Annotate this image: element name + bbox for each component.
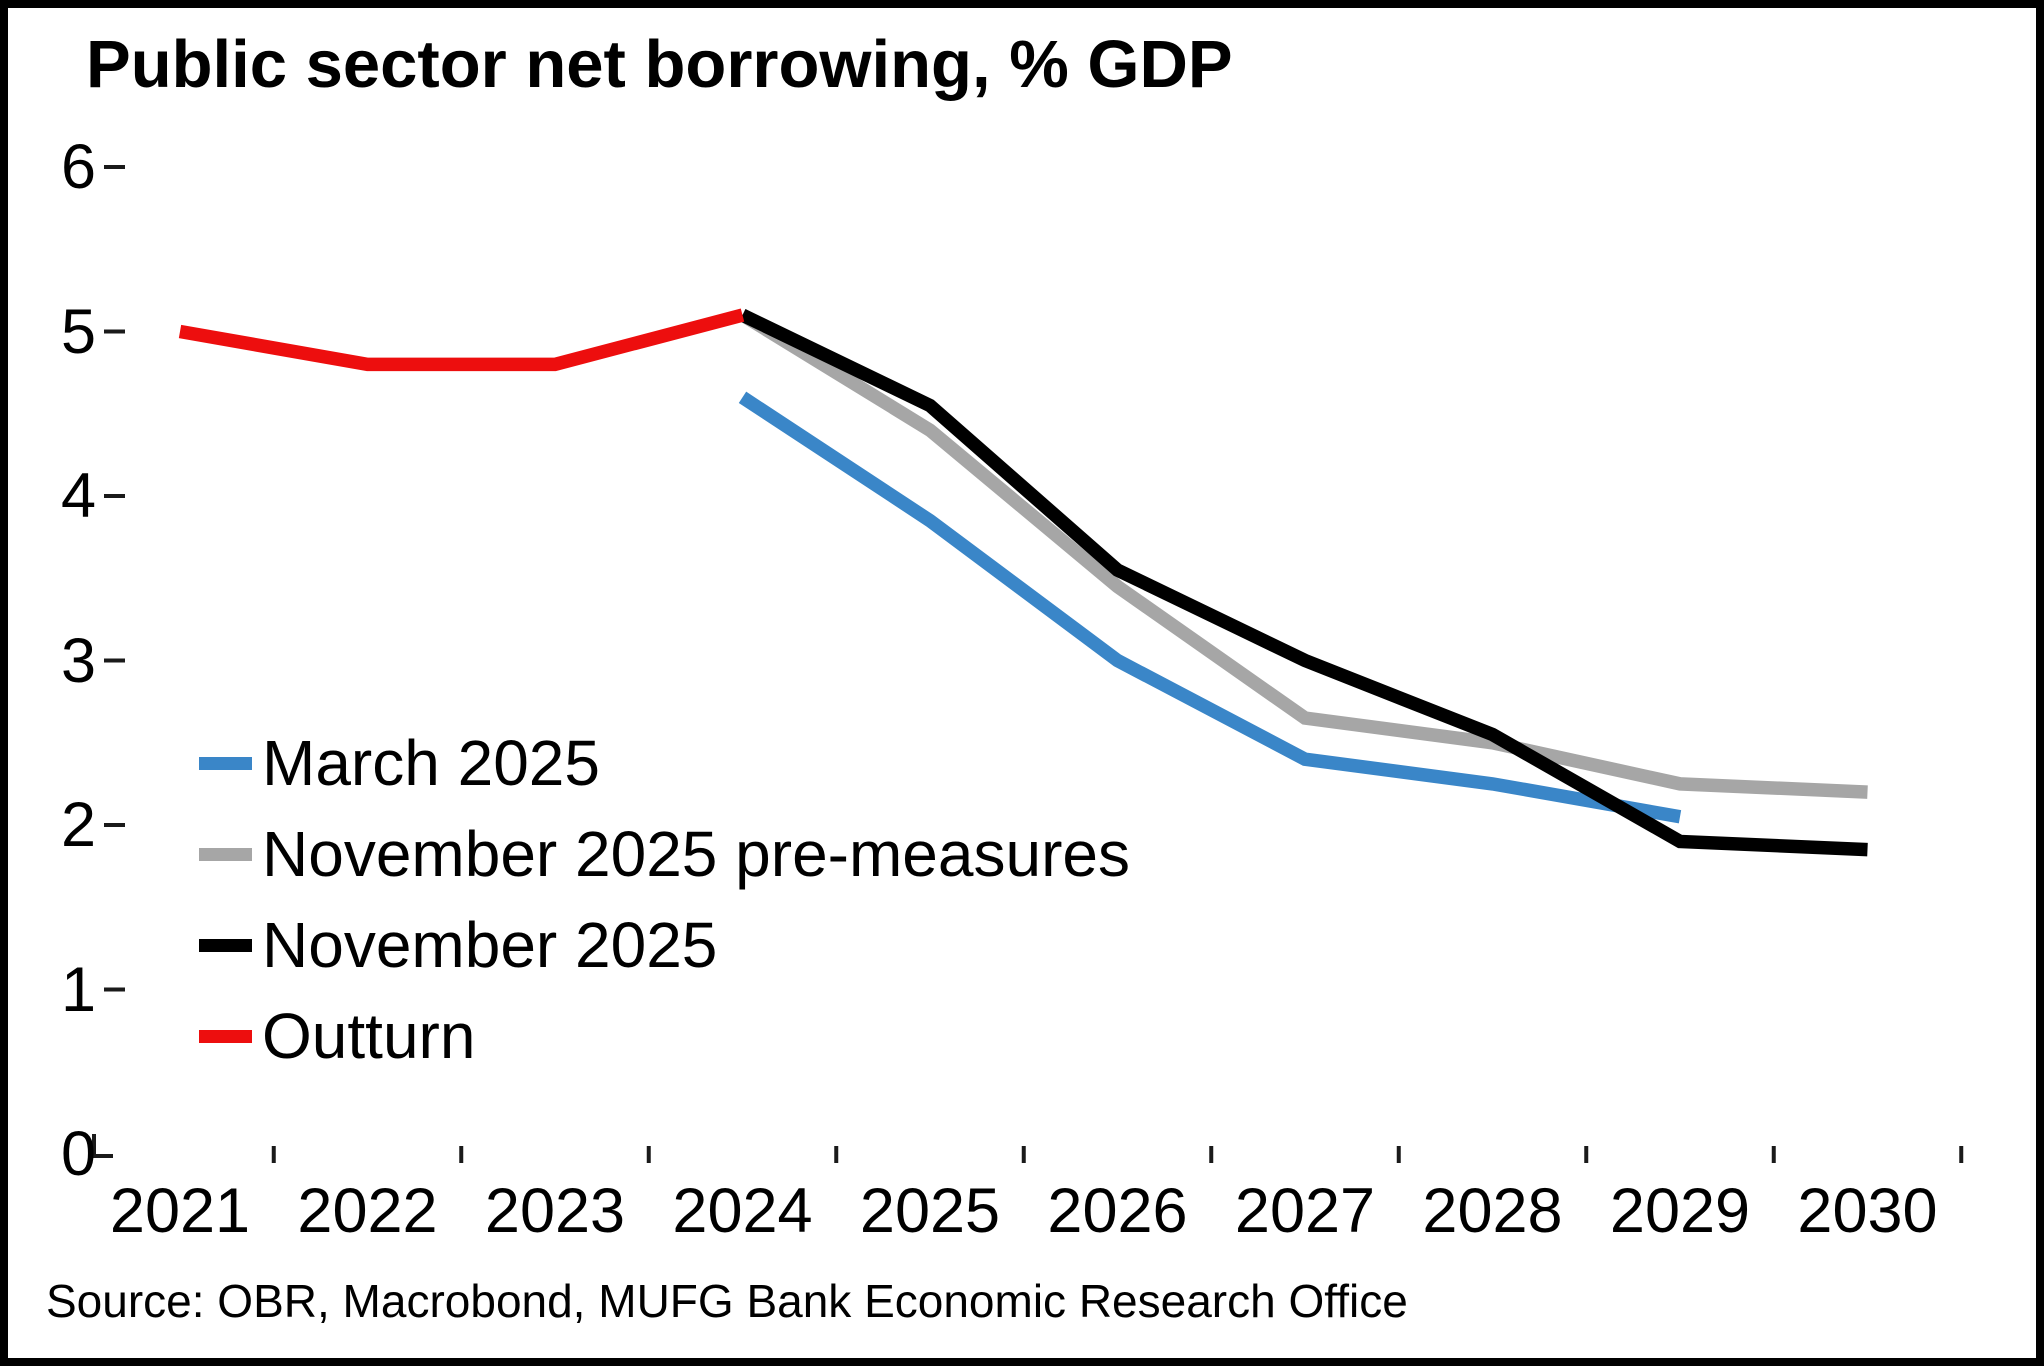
chart-title: Public sector net borrowing, % GDP xyxy=(86,27,1233,102)
x-tick-mark xyxy=(1209,1146,1214,1163)
y-tick-mark xyxy=(104,658,125,663)
legend-swatch xyxy=(199,847,252,861)
x-tick-label: 2028 xyxy=(1422,1176,1563,1246)
series-line-november-2025-pre-measures xyxy=(738,309,1868,799)
x-tick-label: 2023 xyxy=(484,1176,626,1246)
x-tick-mark xyxy=(1021,1146,1026,1163)
y-tick-mark xyxy=(104,329,125,334)
legend-swatch xyxy=(199,1029,252,1043)
x-tick-mark xyxy=(1771,1146,1776,1163)
x-tick-label: 2030 xyxy=(1797,1176,1938,1246)
x-tick-label: 2021 xyxy=(109,1176,251,1246)
y-tick-label: 1 xyxy=(60,954,96,1025)
series-line-march-2025 xyxy=(738,391,1682,824)
y-tick-label: 4 xyxy=(60,461,96,531)
y-tick-label: 3 xyxy=(60,625,96,696)
axis-origin-corner xyxy=(92,1134,113,1158)
legend-label: November 2025 xyxy=(262,909,718,981)
y-tick-mark xyxy=(104,494,125,498)
series-line-outturn xyxy=(178,308,745,372)
series-line-november-2025 xyxy=(739,308,1868,857)
x-tick-mark xyxy=(1959,1146,1964,1163)
x-tick-mark xyxy=(1396,1146,1401,1163)
x-tick-label: 2024 xyxy=(672,1176,813,1246)
x-tick-label: 2022 xyxy=(297,1176,438,1246)
x-tick-label: 2026 xyxy=(1047,1176,1188,1246)
x-tick-mark xyxy=(1584,1146,1589,1163)
legend-swatch xyxy=(199,756,252,770)
source-note: Source: OBR, Macrobond, MUFG Bank Econom… xyxy=(46,1275,1408,1327)
legend-label: March 2025 xyxy=(262,727,600,799)
x-tick-label: 2029 xyxy=(1609,1176,1751,1246)
y-tick-label: 5 xyxy=(60,296,96,367)
x-tick-label: 2027 xyxy=(1234,1176,1376,1246)
x-tick-mark xyxy=(834,1146,839,1163)
legend-swatch xyxy=(199,938,252,952)
y-tick-label: 2 xyxy=(60,790,96,860)
plot-area xyxy=(92,165,1964,1163)
legend-label: November 2025 pre-measures xyxy=(262,818,1130,890)
legend-item: Outturn xyxy=(199,998,475,1074)
y-tick-label: 6 xyxy=(60,132,96,202)
x-tick-label: 2025 xyxy=(859,1176,1001,1246)
y-tick-mark xyxy=(104,165,125,169)
x-tick-mark xyxy=(271,1146,276,1163)
x-tick-mark xyxy=(459,1146,464,1163)
y-tick-mark xyxy=(104,987,125,992)
y-tick-mark xyxy=(104,823,125,827)
legend-item: November 2025 pre-measures xyxy=(199,816,1130,892)
legend-item: March 2025 xyxy=(199,725,600,801)
x-tick-mark xyxy=(646,1146,651,1163)
y-tick-label: 0 xyxy=(60,1119,96,1189)
legend-label: Outturn xyxy=(262,1000,476,1072)
legend-item: November 2025 xyxy=(199,907,717,983)
